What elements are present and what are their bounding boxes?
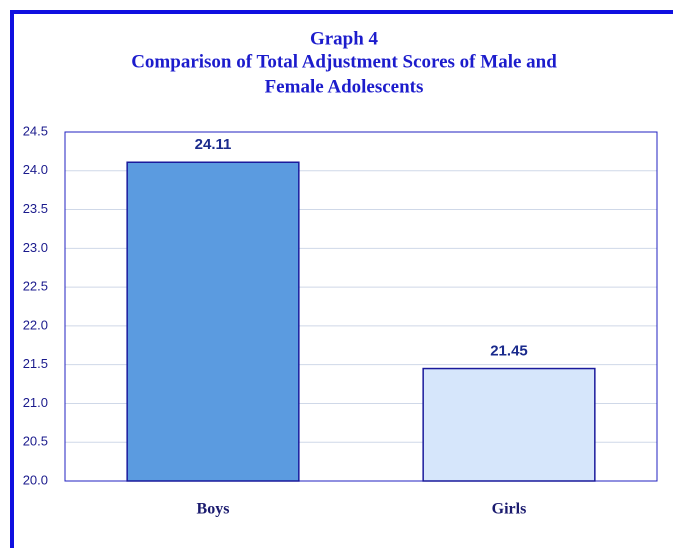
y-tick-label: 22.0 xyxy=(23,317,48,332)
value-label: 24.11 xyxy=(195,136,232,153)
y-tick-label: 24.5 xyxy=(23,123,48,138)
frame-top xyxy=(10,10,673,14)
y-tick-label: 23.5 xyxy=(23,201,48,216)
y-tick-label: 24.0 xyxy=(23,162,48,177)
frame-left xyxy=(10,10,14,548)
value-label: 21.45 xyxy=(490,343,528,360)
y-tick-label: 20.5 xyxy=(23,434,48,449)
x-tick-label: Boys xyxy=(197,501,230,518)
y-tick-label: 20.0 xyxy=(23,472,48,487)
chart-subtitle: Comparison of Total Adjustment Scores of… xyxy=(131,51,557,72)
plot-border xyxy=(64,131,658,482)
x-tick-label: Girls xyxy=(492,501,527,518)
bar xyxy=(422,367,596,482)
chart-subtitle: Female Adolescents xyxy=(265,76,424,97)
y-tick-label: 22.5 xyxy=(23,279,48,294)
chart-title: Graph 4 xyxy=(310,28,379,49)
y-tick-label: 21.5 xyxy=(23,356,48,371)
y-tick-label: 23.0 xyxy=(23,240,48,255)
y-tick-label: 21.0 xyxy=(23,395,48,410)
bar xyxy=(126,161,300,482)
